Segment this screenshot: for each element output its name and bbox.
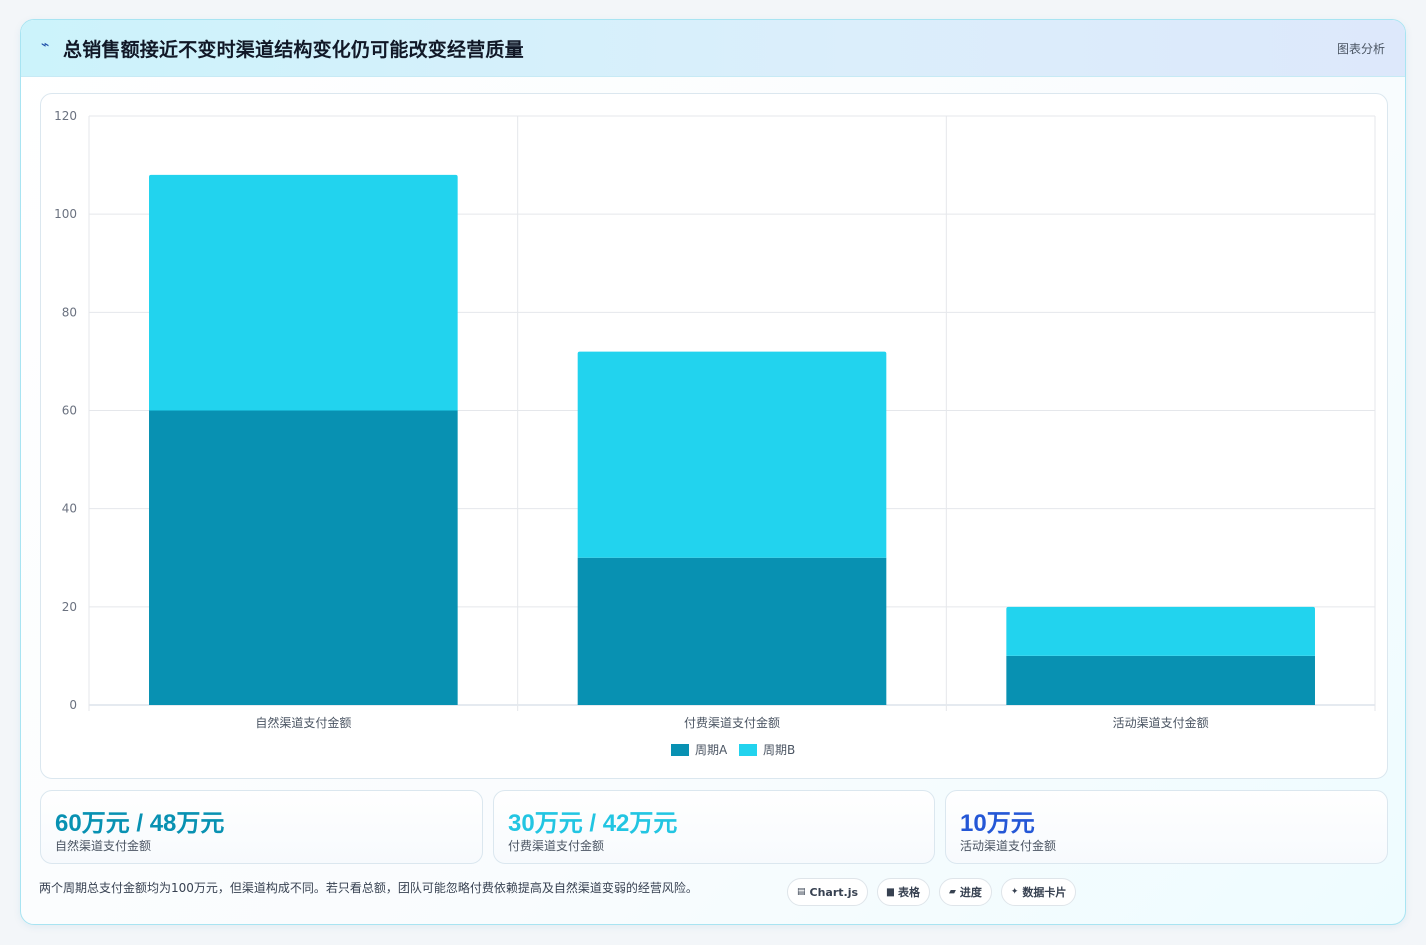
stat-value: 30万元 / 42万元 xyxy=(508,810,678,837)
chip-label: 表格 xyxy=(897,886,920,899)
table-icon: ▆ xyxy=(887,887,894,897)
card-header: ⌁ 总销售额接近不变时渠道结构变化仍可能改变经营质量 图表分析 xyxy=(21,20,1405,77)
chart-icon: ▤ xyxy=(797,887,806,897)
page-title: 总销售额接近不变时渠道结构变化仍可能改变经营质量 xyxy=(63,39,524,61)
y-tick-label: 100 xyxy=(54,207,77,221)
tech-chips: ▤ Chart.js ▆ 表格 ▰ 进度 ✦ 数据卡片 xyxy=(787,878,1077,906)
bar-周期B xyxy=(577,351,887,558)
bar-周期A xyxy=(577,557,887,705)
y-tick-label: 40 xyxy=(62,502,77,516)
bar-周期A xyxy=(149,410,458,705)
stat-card-event: 10万元 活动渠道支付金额 xyxy=(945,790,1388,864)
card-icon: ✦ xyxy=(1010,887,1019,897)
legend-swatch xyxy=(671,744,689,756)
y-tick-label: 0 xyxy=(69,698,77,712)
chip-table[interactable]: ▆ 表格 xyxy=(877,878,930,906)
stat-value: 10万元 xyxy=(960,810,1035,837)
chip-chartjs[interactable]: ▤ Chart.js xyxy=(787,878,869,906)
y-tick-label: 80 xyxy=(62,305,77,319)
stat-card-paid: 30万元 / 42万元 付费渠道支付金额 xyxy=(493,790,935,864)
summary-note: 两个周期总支付金额均为100万元，但渠道构成不同。若只看总额，团队可能忽略付费依… xyxy=(39,881,698,895)
stat-label: 自然渠道支付金额 xyxy=(55,839,152,853)
header-tag: 图表分析 xyxy=(1336,42,1385,56)
x-tick-label: 自然渠道支付金额 xyxy=(255,715,351,730)
bar-chart: 0 20 40 60 80 100 120 自然渠道支付金额 付费渠道支付金额 活动渠道支付金额周… xyxy=(54,109,1376,757)
stat-value: 60万元 / 48万元 xyxy=(55,810,225,837)
chip-label: Chart.js xyxy=(809,885,859,899)
progress-icon: ▰ xyxy=(948,887,956,897)
stat-label: 付费渠道支付金额 xyxy=(508,839,605,853)
x-tick-label: 付费渠道支付金额 xyxy=(684,715,780,730)
y-tick-label: 60 xyxy=(62,404,77,418)
y-tick-label: 20 xyxy=(62,600,77,614)
chip-label: 进度 xyxy=(959,886,982,899)
stat-label: 活动渠道支付金额 xyxy=(960,839,1057,853)
chart-area: 0 20 40 60 80 100 120 自然渠道支付金额 付费渠道支付金额 活动渠道支付金额周… xyxy=(40,93,1388,779)
bar-周期A xyxy=(1006,655,1315,705)
legend-label: 周期A xyxy=(695,743,728,757)
x-tick-label: 活动渠道支付金额 xyxy=(1113,715,1209,730)
legend-swatch xyxy=(739,744,757,756)
bar-周期B xyxy=(1006,606,1315,656)
y-tick-label: 120 xyxy=(54,109,77,123)
chip-label: 数据卡片 xyxy=(1022,886,1067,899)
stat-card-natural: 60万元 / 48万元 自然渠道支付金额 xyxy=(40,790,483,864)
bar-周期B xyxy=(149,174,458,411)
chip-data-card[interactable]: ✦ 数据卡片 xyxy=(1000,878,1077,906)
legend-label: 周期B xyxy=(763,743,795,757)
chip-progress[interactable]: ▰ 进度 xyxy=(938,878,992,906)
chart-card: ⌁ 总销售额接近不变时渠道结构变化仍可能改变经营质量 图表分析 0 20 40 60 8… xyxy=(20,19,1406,925)
sparkle-icon: ⌁ xyxy=(41,37,50,53)
